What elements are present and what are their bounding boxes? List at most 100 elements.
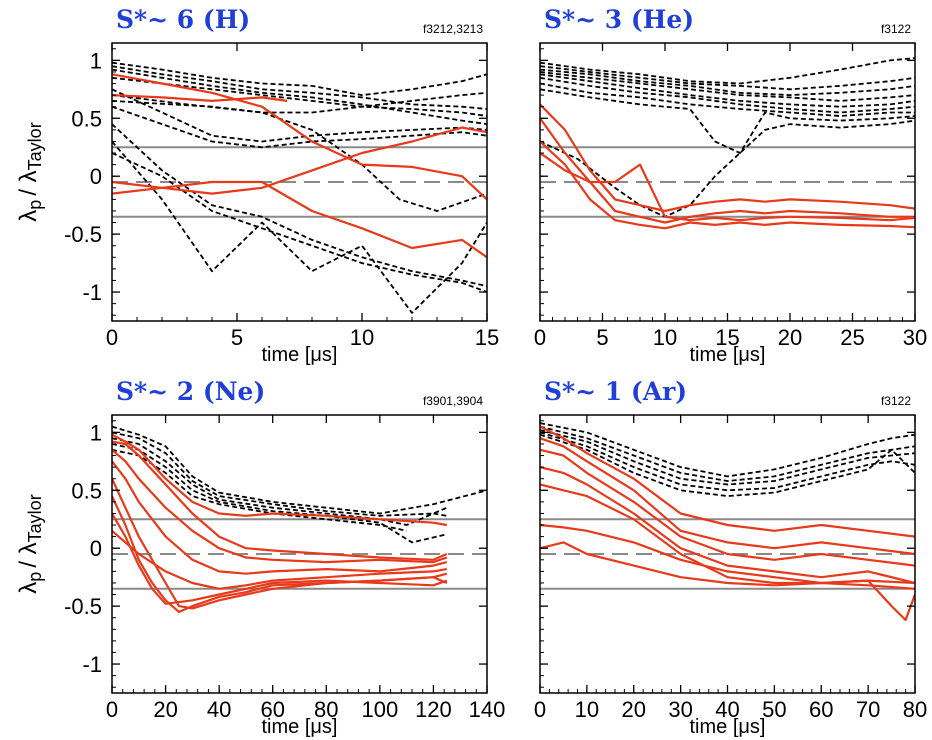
x-tick-label: 10 <box>350 325 374 350</box>
x-axis-label: time [μs] <box>262 344 338 366</box>
y-axis-label-subscript: p <box>25 572 45 582</box>
y-axis-label-part: / <box>15 182 42 195</box>
series-line-3 <box>540 71 915 102</box>
series-line-6 <box>112 123 487 288</box>
y-axis-label-subscript: p <box>25 200 45 210</box>
x-tick-label: 120 <box>415 697 452 722</box>
panel-title: S*~ 3 (He) <box>544 5 694 34</box>
series-line-10 <box>540 523 915 590</box>
y-tick-label: 1 <box>90 48 102 73</box>
series-line-3 <box>540 431 915 492</box>
panel-1: S*~ 3 (He) f3122 0 5 10 15 20 25 30 time [μs] <box>534 5 927 366</box>
series-line-7 <box>112 140 487 314</box>
series-line-7 <box>540 448 915 567</box>
x-tick-label: 20 <box>778 325 802 350</box>
y-tick-label: 1 <box>90 420 102 445</box>
y-axis-label-part: / <box>15 554 42 567</box>
y-axis-label: λp/ λTaylor <box>15 494 45 593</box>
series-line-0 <box>112 61 487 96</box>
x-tick-label: 70 <box>856 697 880 722</box>
series-line-4 <box>540 73 915 108</box>
series-line-12 <box>112 126 487 195</box>
x-tick-label: 40 <box>207 697 231 722</box>
x-tick-label: 0 <box>106 325 118 350</box>
series-line-6 <box>112 440 448 561</box>
y-tick-label: 0 <box>90 164 102 189</box>
series-line-1 <box>540 65 915 91</box>
y-tick-label: 0.5 <box>71 106 102 131</box>
series-line-8 <box>112 152 487 293</box>
panel-title: S*~ 2 (Ne) <box>116 377 265 406</box>
series-line-5 <box>112 433 447 527</box>
y-axis-label-part: λ <box>15 210 42 222</box>
panel-0: S*~ 6 (H) f3212,3213 0 5 10 15 1 0.5 0 -0.5 -1 time… <box>15 5 499 366</box>
series-line-4 <box>540 433 915 497</box>
x-tick-label: 20 <box>622 697 646 722</box>
series-line-10 <box>540 117 915 224</box>
x-axis-label: time [μs] <box>690 716 766 738</box>
y-tick-label: -1 <box>82 280 102 305</box>
series-line-8 <box>112 460 448 575</box>
series-line-7 <box>112 448 448 564</box>
x-tick-label: 80 <box>903 697 927 722</box>
x-tick-label: 0 <box>534 697 546 722</box>
y-axis-label-subscript: Taylor <box>25 494 45 542</box>
series-line-6 <box>540 437 915 556</box>
series-line-8 <box>540 119 915 218</box>
shot-id-label: f3122 <box>881 394 911 408</box>
series-line-9 <box>540 483 915 622</box>
series-line-4 <box>112 448 407 532</box>
plot-frame <box>111 414 488 694</box>
series-line-7 <box>540 88 915 154</box>
y-axis-label-part: λ <box>15 582 42 594</box>
series-line-2 <box>540 68 915 96</box>
x-tick-label: 30 <box>903 325 927 350</box>
x-tick-label: 0 <box>534 325 546 350</box>
series-line-12 <box>540 152 915 222</box>
series-line-11 <box>112 512 448 605</box>
x-tick-label: 50 <box>762 697 786 722</box>
series-line-5 <box>540 425 915 538</box>
panel-title: S*~ 1 (Ar) <box>544 377 687 406</box>
series-line-9 <box>112 94 487 212</box>
series-line-2 <box>540 429 915 486</box>
series-line-0 <box>540 57 915 85</box>
x-tick-label: 100 <box>361 697 398 722</box>
panel-3: S*~ 1 (Ar) f3122 0 10 20 30 40 50 60 70 80 time [μs… <box>534 377 927 738</box>
y-tick-label: 0.5 <box>71 478 102 503</box>
series-line-12 <box>112 529 447 590</box>
x-tick-label: 80 <box>314 697 338 722</box>
x-tick-label: 0 <box>106 697 118 722</box>
y-tick-label: -1 <box>82 652 102 677</box>
series-line-3 <box>112 443 448 544</box>
shot-id-label: f3122 <box>881 22 911 36</box>
y-axis-label-part: λ <box>15 170 42 182</box>
panel-title: S*~ 6 (H) <box>116 5 250 34</box>
series-line-5 <box>540 76 915 114</box>
y-axis-label-subscript: Taylor <box>25 122 45 170</box>
y-tick-label: 0 <box>90 536 102 561</box>
y-tick-label: -0.5 <box>64 222 102 247</box>
series-line-0 <box>112 425 487 515</box>
x-axis-label: time [μs] <box>690 344 766 366</box>
x-tick-label: 60 <box>809 697 833 722</box>
series-line-2 <box>112 68 487 125</box>
series-line-11 <box>112 73 487 201</box>
shot-id-label: f3901,3904 <box>423 394 483 408</box>
series-line-1 <box>112 431 448 517</box>
series-line-10 <box>112 91 487 114</box>
x-tick-label: 40 <box>715 697 739 722</box>
panel-2: S*~ 2 (Ne) f3901,3904 0 20 40 60 80 100 120 140 1 0… <box>15 377 505 738</box>
x-tick-label: 5 <box>231 325 243 350</box>
x-tick-label: 20 <box>153 697 177 722</box>
series-line-11 <box>540 140 915 230</box>
x-tick-label: 10 <box>575 697 599 722</box>
x-tick-label: 140 <box>469 697 506 722</box>
x-tick-label: 10 <box>653 325 677 350</box>
series-line-13 <box>112 180 487 259</box>
plot-frame <box>111 42 488 322</box>
x-tick-label: 5 <box>596 325 608 350</box>
y-axis-label-part: λ <box>15 542 42 554</box>
shot-id-label: f3212,3213 <box>423 22 483 36</box>
x-axis-label: time [μs] <box>262 716 338 738</box>
